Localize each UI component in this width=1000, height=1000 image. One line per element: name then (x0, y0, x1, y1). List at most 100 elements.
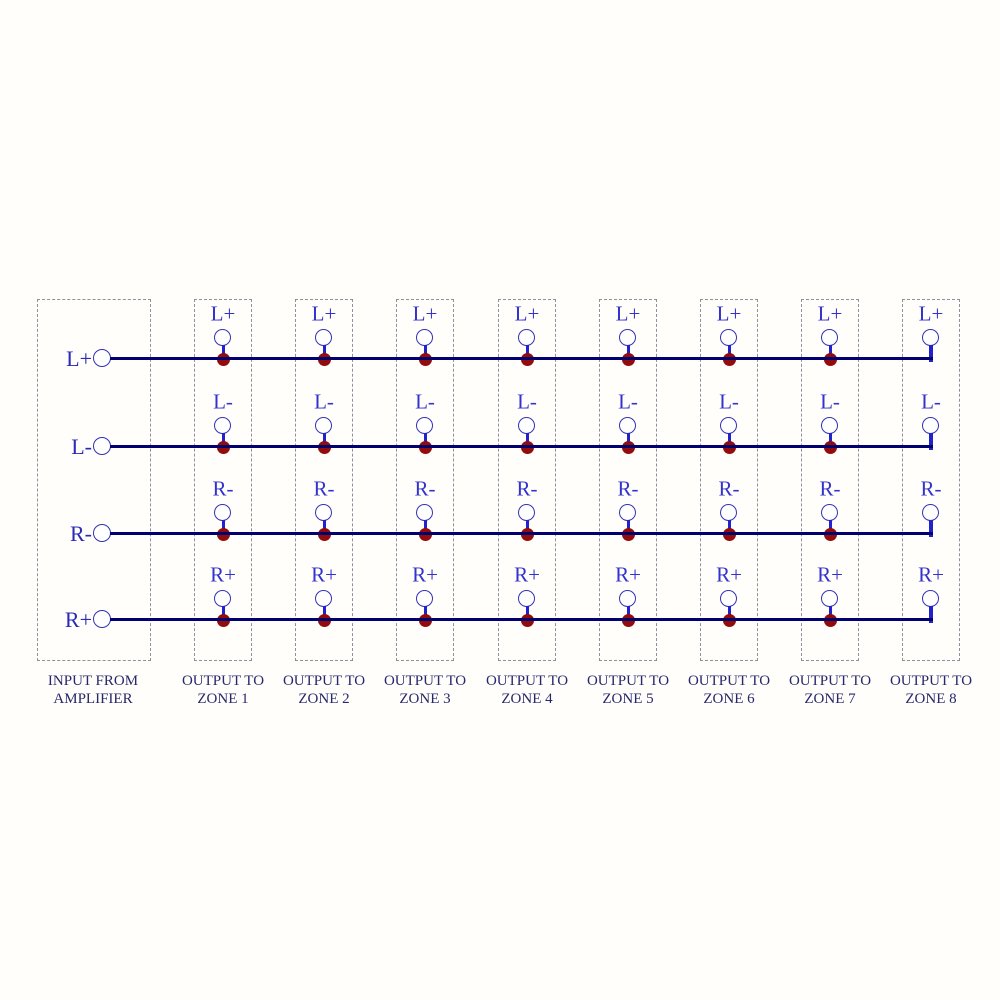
input-terminal-circle-l-minus (93, 437, 111, 455)
input-terminal-circle-r-minus (93, 524, 111, 542)
input-terminal-label-r-minus: R- (70, 521, 92, 546)
input-terminal-circle-r-plus (93, 610, 111, 628)
terminal-circle-r-plus (415, 590, 433, 607)
zone-box-2: L+ L- R- R+ (295, 299, 353, 661)
terminal-label-l-minus: L- (415, 389, 435, 414)
terminal-circle-l-minus (314, 417, 332, 434)
zone-caption-line2: ZONE 7 (804, 691, 856, 707)
terminal-label-l-plus: L+ (412, 301, 438, 326)
zone-box-4: L+ L- R- R+ (498, 299, 556, 661)
zone-caption-line1: OUTPUT TO (687, 673, 771, 689)
terminal-label-r-minus: R- (617, 476, 639, 501)
terminal-circle-r-plus (719, 590, 737, 607)
zone-3-caption: OUTPUT TO ZONE 3 (360, 672, 490, 708)
input-terminal-label-l-plus: L+ (66, 346, 92, 371)
zone-caption-line2: ZONE 4 (501, 691, 553, 707)
terminal-label-l-minus: L- (314, 389, 334, 414)
zone-caption-line1: OUTPUT TO (586, 673, 670, 689)
terminal-circle-r-plus (213, 590, 231, 607)
terminal-circle-r-plus (618, 590, 636, 607)
terminal-label-l-minus: L- (820, 389, 840, 414)
terminal-elbow-r-plus (929, 606, 933, 623)
terminal-circle-r-plus (314, 590, 332, 607)
zone-box-3: L+ L- R- R+ (396, 299, 454, 661)
terminal-label-l-minus: L- (213, 389, 233, 414)
terminal-circle-l-minus (719, 417, 737, 434)
zone-caption-line1: OUTPUT TO (282, 673, 366, 689)
zone-1-caption: OUTPUT TO ZONE 1 (158, 672, 288, 708)
terminal-label-l-plus: L+ (716, 301, 742, 326)
zone-caption-line2: ZONE 5 (602, 691, 654, 707)
input-terminal-label-r-plus: R+ (64, 607, 92, 632)
zone-caption-line1: OUTPUT TO (889, 673, 973, 689)
zone-7-caption: OUTPUT TO ZONE 7 (765, 672, 895, 708)
terminal-circle-r-plus (517, 590, 535, 607)
zone-caption-line1: OUTPUT TO (181, 673, 265, 689)
zone-caption-line2: ZONE 3 (399, 691, 451, 707)
terminal-circle-l-plus (415, 329, 433, 346)
terminal-circle-l-minus (921, 417, 939, 434)
bus-line-r-minus (110, 531, 933, 535)
terminal-label-l-plus: L+ (311, 301, 337, 326)
terminal-label-r-minus: R- (920, 476, 942, 501)
terminal-circle-l-minus (618, 417, 636, 434)
terminal-label-r-plus: R+ (412, 562, 438, 587)
terminal-label-r-plus: R+ (918, 562, 944, 587)
zone-caption-line1: OUTPUT TO (383, 673, 467, 689)
zone-box-7: L+ L- R- R+ (801, 299, 859, 661)
input-caption-line1: INPUT FROM (47, 673, 139, 689)
terminal-label-l-plus: L+ (514, 301, 540, 326)
zone-8-caption: OUTPUT TO ZONE 8 (866, 672, 996, 708)
zone-caption-line2: ZONE 2 (298, 691, 350, 707)
terminal-circle-l-plus (314, 329, 332, 346)
terminal-circle-l-plus (618, 329, 636, 346)
terminal-label-r-minus: R- (718, 476, 740, 501)
terminal-circle-l-plus (921, 329, 939, 346)
zone-box-8: L+ L- R- R+ (902, 299, 960, 661)
input-terminal-circle-l-plus (93, 349, 111, 367)
terminal-circle-l-plus (719, 329, 737, 346)
zone-2-caption: OUTPUT TO ZONE 2 (259, 672, 389, 708)
terminal-circle-r-plus (921, 590, 939, 607)
terminal-circle-r-minus (618, 504, 636, 521)
terminal-label-r-minus: R- (819, 476, 841, 501)
terminal-circle-r-minus (820, 504, 838, 521)
terminal-circle-l-plus (213, 329, 231, 346)
zone-caption-line2: ZONE 1 (197, 691, 249, 707)
zone-6-caption: OUTPUT TO ZONE 6 (664, 672, 794, 708)
terminal-label-l-plus: L+ (817, 301, 843, 326)
terminal-circle-r-plus (820, 590, 838, 607)
terminal-label-l-plus: L+ (918, 301, 944, 326)
terminal-elbow-l-plus (929, 345, 933, 362)
terminal-circle-r-minus (517, 504, 535, 521)
input-caption: INPUT FROM AMPLIFIER (28, 672, 158, 708)
terminal-label-l-minus: L- (517, 389, 537, 414)
terminal-label-r-plus: R+ (615, 562, 641, 587)
terminal-circle-l-minus (213, 417, 231, 434)
zone-5-caption: OUTPUT TO ZONE 5 (563, 672, 693, 708)
terminal-label-l-minus: L- (618, 389, 638, 414)
terminal-label-l-plus: L+ (210, 301, 236, 326)
zone-4-caption: OUTPUT TO ZONE 4 (462, 672, 592, 708)
terminal-circle-r-minus (213, 504, 231, 521)
terminal-label-r-minus: R- (313, 476, 335, 501)
terminal-circle-r-minus (314, 504, 332, 521)
input-caption-line2: AMPLIFIER (53, 691, 133, 707)
terminal-circle-l-minus (820, 417, 838, 434)
zone-box-1: L+ L- R- R+ (194, 299, 252, 661)
zone-caption-line2: ZONE 8 (905, 691, 957, 707)
bus-line-r-plus (110, 617, 933, 621)
zone-box-5: L+ L- R- R+ (599, 299, 657, 661)
input-box: L+ L- R- R+ (37, 299, 151, 661)
terminal-label-l-plus: L+ (615, 301, 641, 326)
terminal-circle-r-minus (415, 504, 433, 521)
terminal-circle-l-minus (415, 417, 433, 434)
terminal-label-r-plus: R+ (210, 562, 236, 587)
terminal-circle-l-plus (820, 329, 838, 346)
terminal-label-r-minus: R- (212, 476, 234, 501)
terminal-label-r-plus: R+ (817, 562, 843, 587)
terminal-label-r-minus: R- (516, 476, 538, 501)
zone-caption-line1: OUTPUT TO (485, 673, 569, 689)
bus-line-l-minus (110, 444, 933, 448)
